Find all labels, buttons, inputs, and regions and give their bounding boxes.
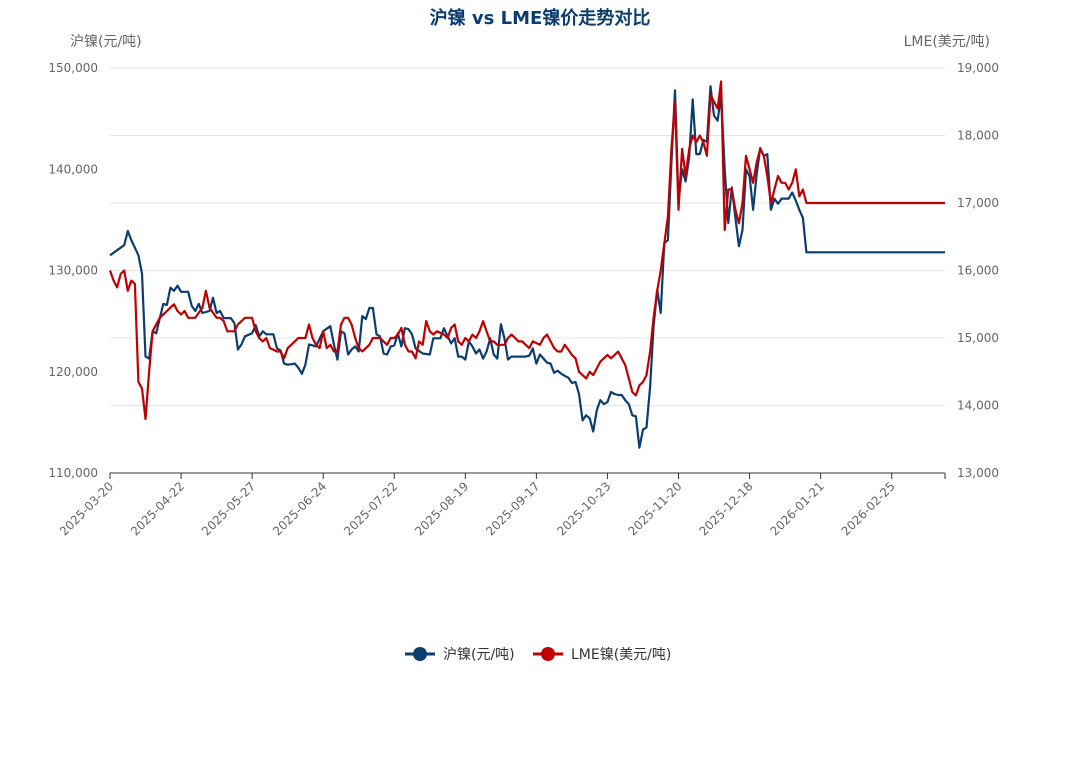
right-tick-label: 19,000 [957,61,999,75]
right-tick-label: 13,000 [957,466,999,480]
right-axis-ticks: 13,000 14,000 15,000 16,000 17,000 18,000 19,0… [957,61,999,480]
x-tick-label: 2025-12-18 [696,479,755,538]
left-axis-title: 沪镍(元/吨) [70,34,142,50]
right-tick-label: 18,000 [957,129,999,143]
x-tick-label: 2025-08-19 [412,479,471,538]
right-tick-label: 17,000 [957,196,999,210]
series-lines [108,80,945,449]
legend-label: LME镍(美元/吨) [571,647,671,663]
left-axis-ticks: 110,000 120,000 130,000 140,000 150,000 [48,61,98,480]
right-tick-label: 15,000 [957,331,999,345]
left-tick-label: 130,000 [48,264,98,278]
right-tick-label: 16,000 [957,264,999,278]
x-tick-label: 2025-07-22 [341,479,400,538]
x-tick-label: 2025-11-20 [625,479,684,538]
grid-lines [110,67,945,474]
legend-marker [541,647,555,661]
legend-label: 沪镍(元/吨) [443,647,515,663]
x-tick-label: 2025-05-27 [199,479,258,538]
left-tick-label: 150,000 [48,61,98,75]
x-tick-label: 2026-01-21 [768,479,827,538]
x-tick-label: 2025-04-22 [128,479,187,538]
x-tick-label: 2026-02-25 [839,479,898,538]
left-tick-label: 140,000 [48,162,98,176]
left-tick-label: 110,000 [48,466,98,480]
right-tick-label: 14,000 [957,399,999,413]
x-tick-label: 2025-06-24 [270,479,329,538]
series-line-lme [108,80,945,421]
x-tick-label: 2025-09-17 [483,479,542,538]
legend-item-shanghai[interactable]: 沪镍(元/吨) [405,647,515,663]
chart-title: 沪镍 vs LME镍价走势对比 [430,7,651,29]
series-line-shanghai [109,85,945,449]
x-tick-label: 2025-03-20 [57,479,116,538]
right-axis-title: LME(美元/吨) [904,34,990,50]
x-tick-label: 2025-10-23 [554,479,613,538]
legend-marker [413,647,427,661]
legend-item-lme[interactable]: LME镍(美元/吨) [533,647,671,663]
left-tick-label: 120,000 [48,365,98,379]
x-axis: 2025-03-20 2025-04-22 2025-05-27 2025-06-24… [57,472,946,538]
legend[interactable]: 沪镍(元/吨) LME镍(美元/吨) [405,647,671,663]
